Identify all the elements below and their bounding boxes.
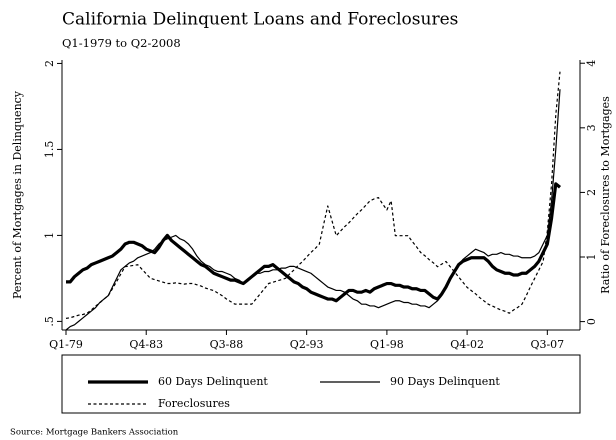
x-tick-label: Q2-93 [290, 338, 324, 351]
chart-title: California Delinquent Loans and Foreclos… [62, 10, 458, 30]
legend-label: Foreclosures [158, 397, 230, 410]
y-tick-label: .5 [43, 316, 56, 327]
x-tick-label: Q3-88 [210, 338, 244, 351]
chart-subtitle: Q1-1979 to Q2-2008 [62, 36, 181, 50]
series-line [65, 71, 561, 319]
x-tick-label: Q3-07 [530, 338, 564, 351]
y2-tick-label: 4 [585, 60, 598, 67]
source-note: Source: Mortgage Bankers Association [10, 428, 179, 438]
x-tick-label: Q4-02 [450, 338, 484, 351]
legend-box [61, 354, 581, 414]
x-tick-label: Q1-79 [49, 338, 83, 351]
y-axis-title: Percent of Mortgages in Delinquency [11, 90, 24, 299]
series-line [65, 89, 561, 331]
x-tick-label: Q1-98 [370, 338, 404, 351]
y-tick-label: 1 [43, 232, 56, 239]
x-tick-label: Q4-83 [129, 338, 163, 351]
y2-tick-label: 2 [585, 189, 598, 196]
y2-tick-label: 0 [585, 318, 598, 325]
y-tick-label: 2 [43, 60, 56, 67]
y-tick-label: 1.5 [43, 141, 56, 159]
legend-label: 90 Days Delinquent [390, 375, 500, 388]
legend-label: 60 Days Delinquent [158, 375, 268, 388]
y2-axis-title: Ratio of Foreclosures to Mortgages [599, 96, 612, 294]
series-line [66, 182, 562, 303]
y2-tick-label: 3 [585, 124, 598, 131]
y2-tick-label: 1 [585, 254, 598, 261]
